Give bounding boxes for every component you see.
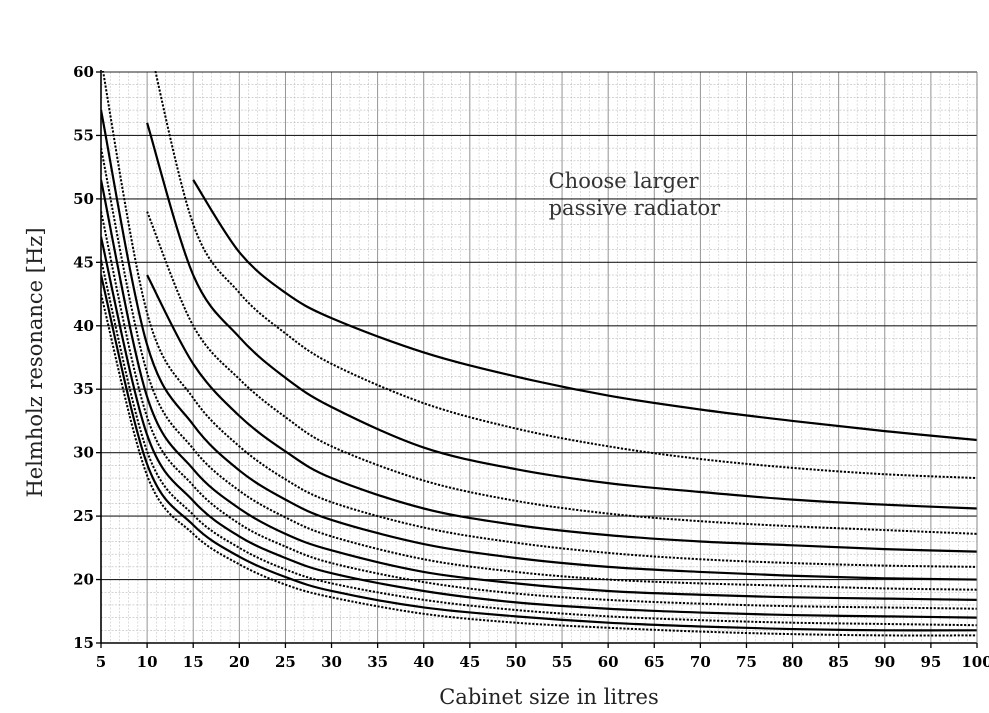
y-tick-label: 15 [73, 634, 94, 652]
x-tick-label: 55 [552, 653, 573, 671]
x-tick-label: 95 [920, 653, 941, 671]
y-tick-label: 55 [73, 126, 94, 144]
series-line-3 [146, 122, 977, 510]
x-tick-label: 65 [644, 653, 665, 671]
series-line-11 [101, 236, 977, 619]
x-tick-label: 40 [413, 653, 434, 671]
x-tick-label: 85 [828, 653, 849, 671]
series-line-8 [101, 147, 977, 591]
series-line-4 [146, 211, 977, 535]
series-line-7 [101, 109, 977, 581]
x-axis-title: Cabinet size in litres [439, 685, 659, 709]
x-tick-label: 50 [506, 653, 527, 671]
y-tick-label: 20 [73, 571, 94, 589]
y-tick-label: 45 [73, 253, 94, 271]
series-line-14 [101, 293, 977, 637]
y-tick-label: 35 [73, 380, 94, 398]
y-tick-label: 25 [73, 507, 94, 525]
series-line-9 [101, 179, 977, 601]
x-tick-label: 90 [874, 653, 895, 671]
annotation-line: passive radiator [549, 196, 722, 220]
series-line-1 [192, 179, 977, 442]
annotation-text: Choose larger passive radiator [549, 169, 722, 220]
x-tick-label: 10 [137, 653, 158, 671]
x-tick-label: 100 [961, 653, 989, 671]
x-tick-label: 15 [183, 653, 204, 671]
series-line-6 [102, 71, 977, 568]
series-layer [101, 71, 977, 637]
series-line-13 [101, 274, 977, 632]
y-tick-label: 40 [73, 317, 94, 335]
y-tick-label: 30 [73, 444, 94, 462]
labels: 15 20 25 30 35 40 45 50 55 60 5 10 15 20 25 30 35 40 45 50 5… [23, 63, 989, 709]
y-axis-title: Helmholz resonance [Hz] [23, 227, 47, 497]
x-tick-label: 45 [459, 653, 480, 671]
x-tick-label: 25 [275, 653, 296, 671]
x-tick-label: 60 [598, 653, 619, 671]
series-line-12 [101, 259, 977, 627]
annotation-line: Choose larger [549, 169, 700, 193]
x-tick-label: 80 [782, 653, 803, 671]
x-tick-label: 70 [690, 653, 711, 671]
series-line-2 [154, 71, 977, 480]
series-line-10 [101, 211, 977, 610]
axes [96, 70, 978, 648]
x-tick-label: 30 [321, 653, 342, 671]
grid [100, 71, 978, 644]
y-tick-label: 60 [73, 63, 94, 81]
x-tick-label: 35 [367, 653, 388, 671]
y-tick-label: 50 [73, 190, 94, 208]
x-tick-label: 20 [229, 653, 250, 671]
series-line-5 [146, 274, 977, 553]
x-tick-label: 75 [736, 653, 757, 671]
x-tick-label: 5 [96, 653, 106, 671]
